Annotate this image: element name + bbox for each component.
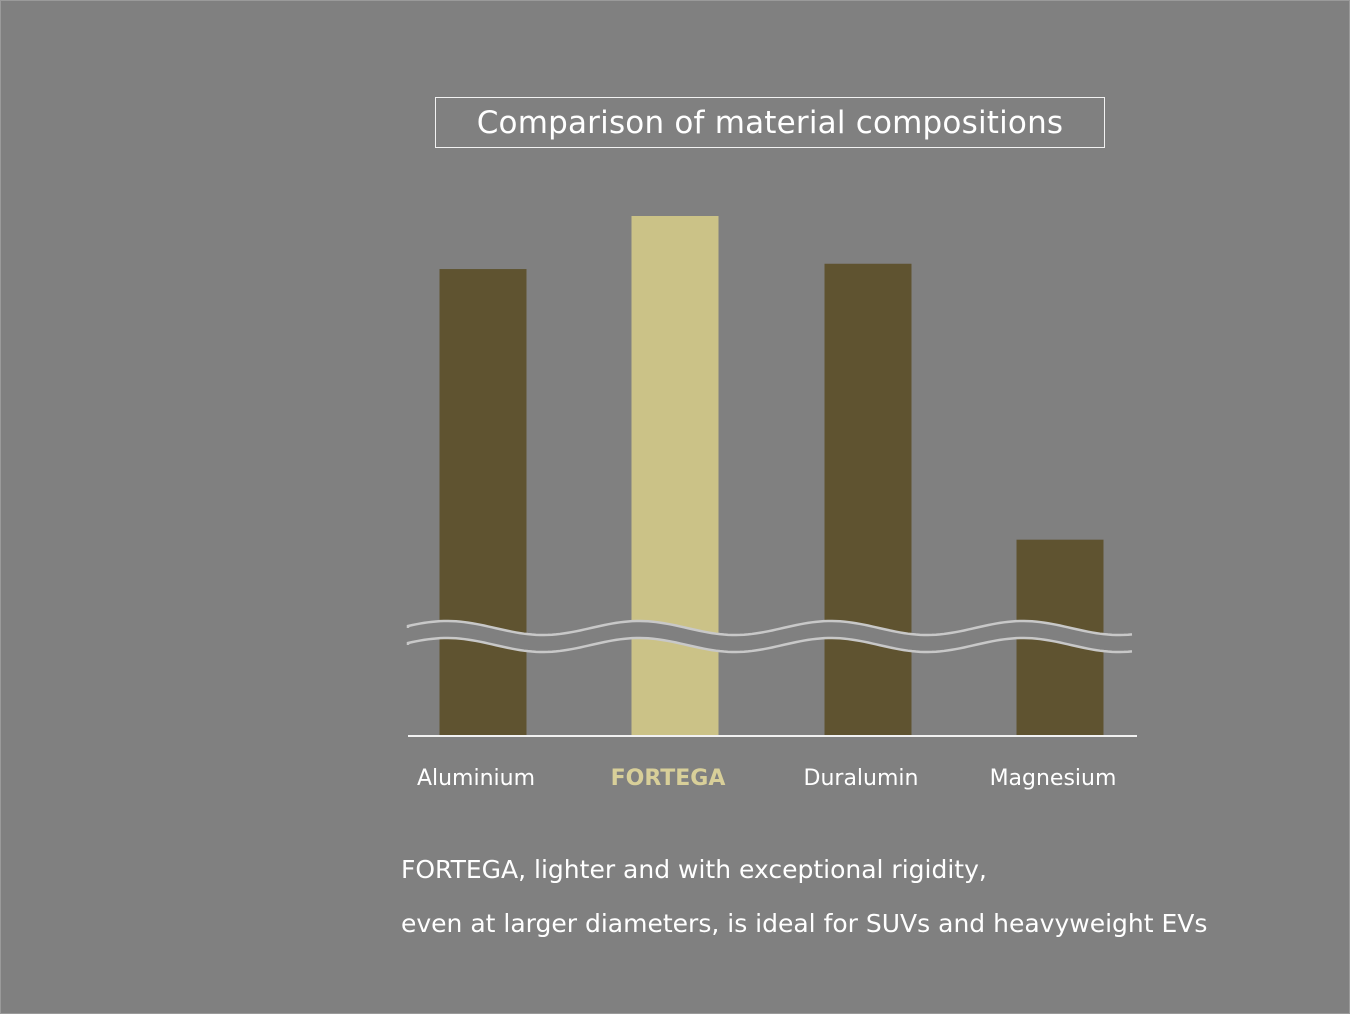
category-label-magnesium: Magnesium [990, 766, 1117, 791]
axis-break-wave [400, 619, 1133, 654]
caption-line-2: even at larger diameters, is ideal for S… [401, 909, 1208, 938]
category-label-duralumin: Duralumin [804, 766, 919, 791]
bar-fortega [631, 216, 719, 736]
chart-title: Comparison of material compositions [435, 97, 1105, 148]
axis-break-gap [400, 620, 1133, 652]
caption-line-1: FORTEGA, lighter and with exceptional ri… [401, 855, 987, 884]
category-label-aluminium: Aluminium [417, 766, 535, 791]
bar-aluminium [439, 269, 527, 736]
chart-title-text: Comparison of material compositions [476, 104, 1064, 141]
bar-duralumin [824, 263, 912, 736]
axis-break-line-1 [406, 619, 1133, 637]
category-label-fortega: FORTEGA [611, 766, 726, 791]
axis-break-line-2 [406, 636, 1133, 654]
bars-group [439, 216, 1104, 736]
category-labels-group: Aluminium FORTEGA Duralumin Magnesium [417, 766, 1116, 791]
